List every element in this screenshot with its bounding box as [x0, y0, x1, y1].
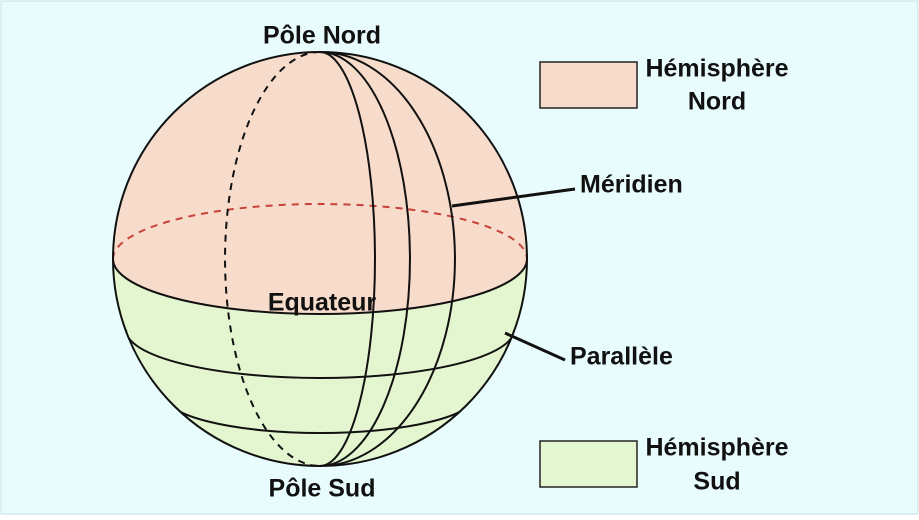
legend-label: Hémisphère [645, 55, 788, 83]
parallel-label: Parallèle [570, 343, 673, 371]
sphere [113, 52, 527, 466]
legend-label: Nord [688, 88, 746, 116]
page: {"labels": {"north_pole": "Pôle Nord", "… [0, 0, 919, 515]
legend-label: Hémisphère [645, 434, 788, 462]
diagram: Pôle Nord Pôle Sud Equateur Méridien Par… [0, 0, 919, 515]
equator-label: Equateur [268, 289, 377, 317]
meridian-label: Méridien [580, 171, 683, 199]
north-pole-label: Pôle Nord [263, 22, 381, 50]
legend-label: Sud [693, 468, 740, 496]
legend-swatch-south [540, 441, 637, 487]
legend-swatch-north [540, 62, 637, 108]
south-pole-label: Pôle Sud [269, 475, 376, 503]
